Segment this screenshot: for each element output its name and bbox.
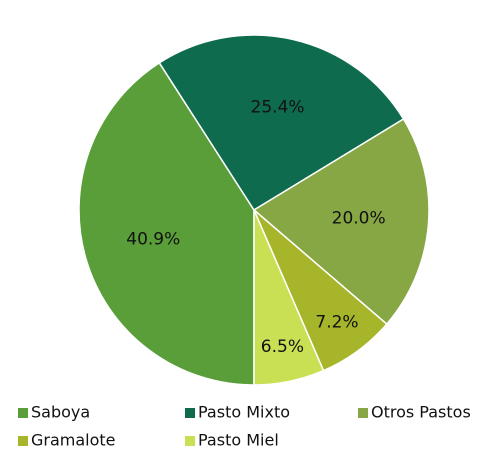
pie-slice	[252, 118, 430, 326]
pie-slice	[253, 209, 325, 386]
data-label: 20.0%	[332, 209, 386, 229]
legend-label: Otros Pastos	[371, 403, 471, 422]
data-label: 7.2%	[315, 313, 358, 333]
legend-swatch	[18, 408, 28, 418]
legend-label: Gramalote	[31, 431, 116, 450]
pie-slice	[158, 34, 405, 212]
data-label: 6.5%	[261, 337, 304, 357]
legend-swatch	[185, 408, 195, 418]
legend-swatch	[185, 436, 195, 446]
data-label: 40.9%	[126, 230, 180, 250]
legend-swatch	[18, 436, 28, 446]
legend-label: Pasto Miel	[198, 431, 279, 450]
legend-label: Pasto Mixto	[198, 403, 290, 422]
legend-label: Saboya	[31, 403, 90, 422]
legend-swatch	[358, 408, 368, 418]
data-label: 25.4%	[251, 98, 305, 118]
